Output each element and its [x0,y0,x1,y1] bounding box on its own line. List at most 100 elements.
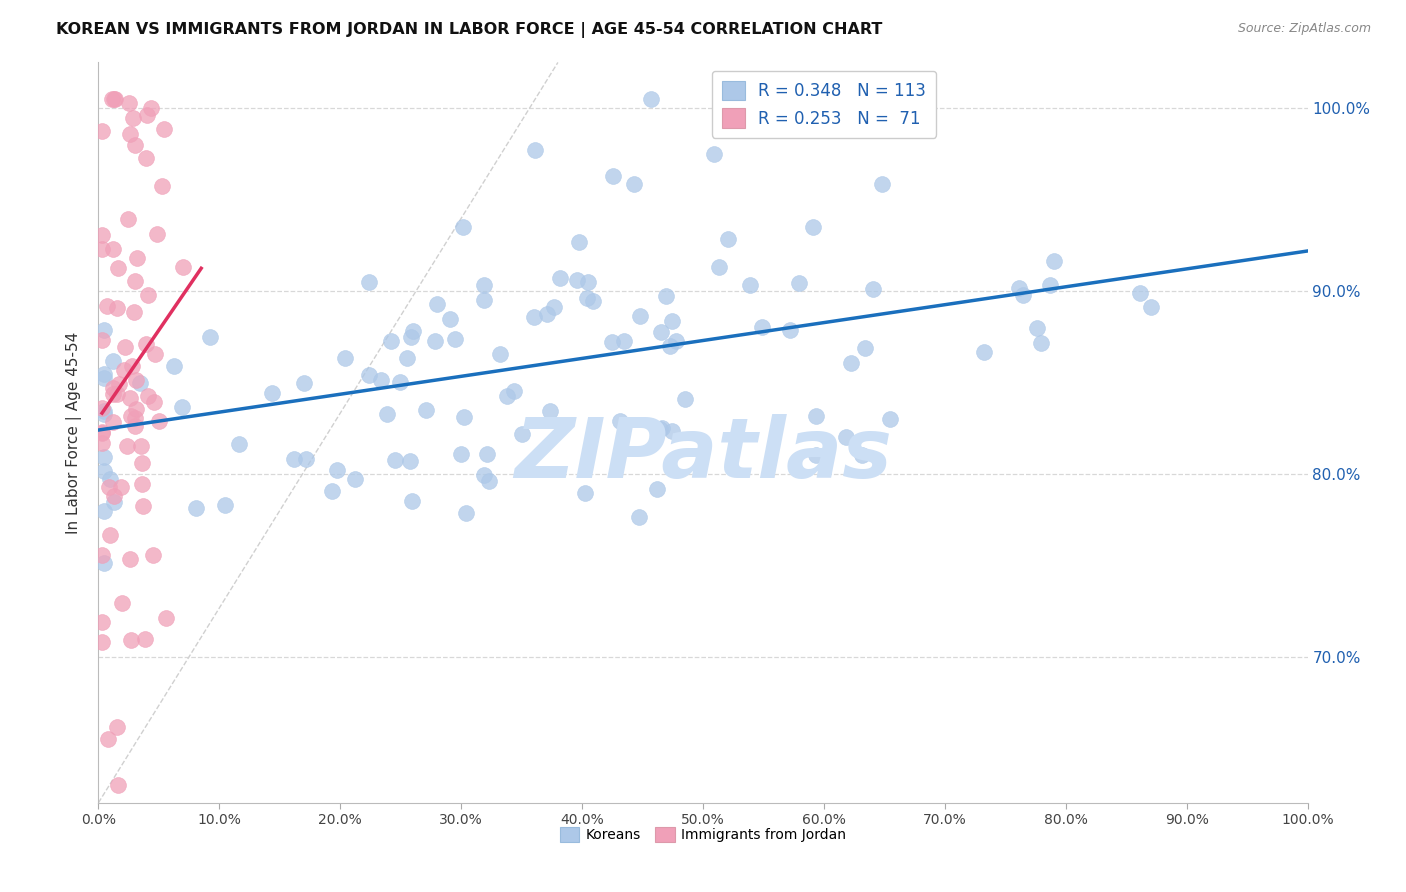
Point [444,332,467,346]
Point [139,101,162,115]
Point [401,330,423,344]
Point [453,410,475,425]
Point [703,146,725,161]
Point [370,373,392,387]
Point [1011,287,1033,301]
Point [93,556,115,570]
Point [450,447,472,461]
Point [333,351,356,365]
Point [131,456,153,470]
Point [523,310,546,325]
Point [399,453,422,467]
Point [648,422,671,436]
Point [839,356,862,370]
Point [107,778,129,792]
Point [375,408,398,422]
Point [543,301,565,315]
Point [98,472,121,486]
Point [98,527,121,541]
Point [851,448,873,462]
Point [870,177,893,191]
Point [439,312,461,326]
Point [853,341,876,355]
Point [602,169,624,183]
Point [650,325,672,339]
Point [623,177,645,191]
Point [651,421,673,435]
Point [423,334,446,348]
Point [124,274,146,288]
Point [105,301,128,316]
Point [132,500,155,514]
Point [709,260,731,274]
Point [131,476,153,491]
Point [806,409,828,423]
Point [787,276,810,290]
Point [344,472,367,486]
Point [1008,280,1031,294]
Point [136,389,159,403]
Point [510,426,533,441]
Point [357,275,380,289]
Point [973,344,995,359]
Point [118,552,141,566]
Point [396,351,419,365]
Point [101,354,124,368]
Point [321,484,343,499]
Point [472,293,495,307]
Point [1129,286,1152,301]
Point [91,548,114,562]
Point [717,232,740,246]
Point [91,401,114,416]
Point [628,310,651,324]
Point [124,410,146,425]
Point [93,367,115,381]
Point [143,347,166,361]
Point [146,227,169,241]
Point [574,486,596,500]
Point [673,392,696,406]
Text: Source: ZipAtlas.com: Source: ZipAtlas.com [1237,22,1371,36]
Point [801,219,824,234]
Point [101,243,124,257]
Point [665,334,688,349]
Point [101,92,124,106]
Point [103,380,125,394]
Point [415,403,437,417]
Point [91,425,114,439]
Point [91,635,114,649]
Point [108,377,131,392]
Point [155,610,177,624]
Point [101,415,124,429]
Point [125,401,148,416]
Point [118,96,141,111]
Point [548,270,571,285]
Point [148,414,170,428]
Point [661,313,683,327]
Point [93,450,115,465]
Point [645,483,668,497]
Point [228,436,250,450]
Point [104,92,127,106]
Point [568,235,591,249]
Point [93,464,115,478]
Point [107,260,129,275]
Point [93,504,115,518]
Point [806,448,828,462]
Point [503,384,526,399]
Point [488,347,510,361]
Point [294,452,316,467]
Point [198,330,221,344]
Point [536,307,558,321]
Point [640,92,662,106]
Point [117,212,139,227]
Point [129,439,152,453]
Point [120,633,142,648]
Point [524,143,547,157]
Point [451,220,474,235]
Point [627,510,650,524]
Point [103,92,125,106]
Point [93,408,115,422]
Point [184,500,207,515]
Point [136,288,159,302]
